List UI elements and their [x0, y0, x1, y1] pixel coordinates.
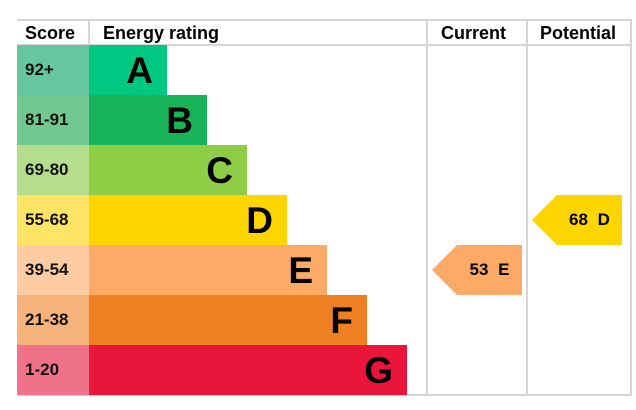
bottom-border: [17, 394, 632, 396]
col-divider: [526, 20, 528, 395]
header-energy-rating: Energy rating: [103, 23, 220, 43]
rating-letter: F: [330, 300, 353, 341]
score-range-c: 69-80: [17, 145, 89, 195]
score-range-b: 81-91: [17, 95, 89, 145]
score-range-g: 1-20: [17, 345, 89, 395]
rating-bar-a: A: [89, 45, 167, 95]
rating-bar-f: F: [89, 295, 367, 345]
rating-letter: D: [246, 200, 273, 241]
current-rating-label: 53 E: [469, 260, 510, 279]
rating-letter: E: [288, 250, 313, 291]
score-range-d: 55-68: [17, 195, 89, 245]
header-divider: [17, 44, 632, 46]
rating-letter: G: [364, 350, 393, 391]
rating-bar-c: C: [89, 145, 247, 195]
header-current: Current: [441, 23, 507, 43]
col-divider: [630, 20, 632, 395]
arrow-shape: [432, 245, 522, 295]
rating-letter: B: [166, 100, 193, 141]
score-range-a: 92+: [17, 45, 89, 95]
rating-letter: C: [206, 150, 233, 191]
header-potential: Potential: [540, 23, 617, 43]
current-rating-arrow: 53 E: [432, 245, 522, 295]
top-border: [17, 19, 632, 21]
rating-bar-e: E: [89, 245, 327, 295]
rating-bar-b: B: [89, 95, 207, 145]
col-divider: [426, 20, 428, 395]
potential-rating-arrow: 68 D: [532, 195, 622, 245]
header-score: Score: [25, 23, 76, 43]
score-range-f: 21-38: [17, 295, 89, 345]
potential-rating-label: 68 D: [569, 210, 610, 229]
rating-bar-g: G: [89, 345, 407, 395]
rating-letter: A: [126, 50, 153, 91]
arrow-shape: [532, 195, 622, 245]
score-range-e: 39-54: [17, 245, 89, 295]
rating-bar-d: D: [89, 195, 287, 245]
col-divider: [88, 20, 90, 45]
